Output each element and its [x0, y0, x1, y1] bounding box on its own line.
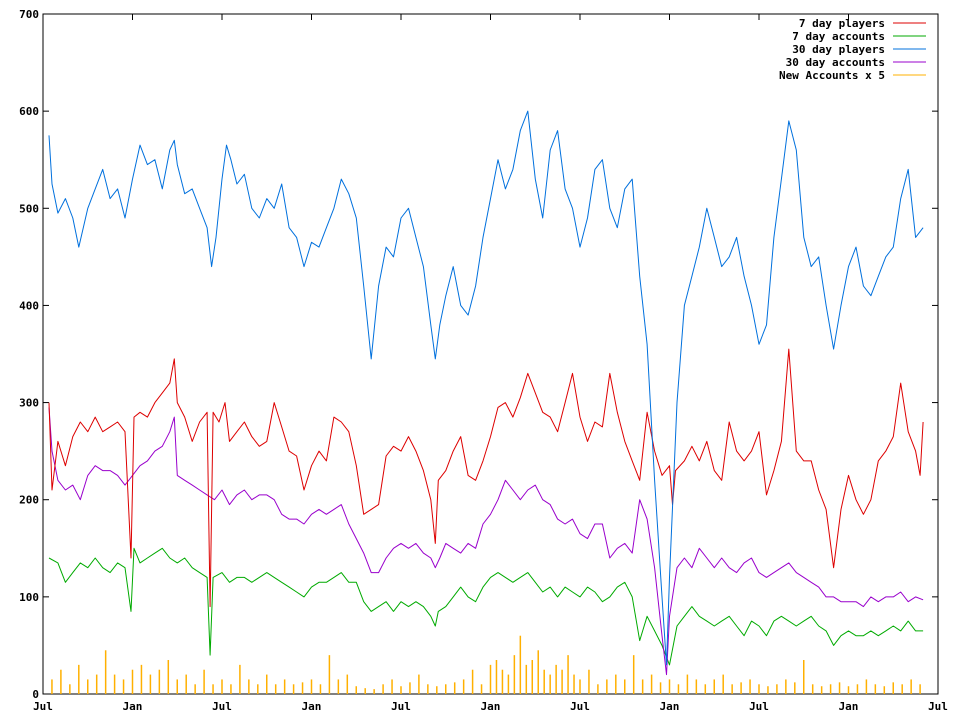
y-tick-label: 0 — [32, 688, 39, 701]
x-tick-label: Jul — [33, 700, 53, 713]
y-tick-label: 700 — [19, 8, 39, 21]
y-tick-label: 200 — [19, 494, 39, 507]
7-day-accounts-series — [48, 547, 924, 666]
x-tick-label: Jan — [839, 700, 859, 713]
legend-label: 30 day accounts — [786, 56, 885, 69]
series-layer — [48, 110, 924, 694]
y-tick-label: 400 — [19, 299, 39, 312]
x-tick-label: Jan — [123, 700, 143, 713]
y-tick-label: 500 — [19, 202, 39, 215]
30-day-players-series — [48, 110, 924, 666]
x-tick-label: Jul — [749, 700, 769, 713]
legend-label: New Accounts x 5 — [779, 69, 885, 82]
plot-frame — [42, 13, 939, 695]
y-axis: 0 100 200 300 400 500 600 700 — [19, 8, 938, 701]
x-axis: Jul Jan Jul Jan Jul Jan Jul Jan Jul Jan Jul — [33, 14, 948, 713]
new-accounts-x-5-series — [51, 635, 921, 694]
x-tick-label: Jul — [928, 700, 948, 713]
legend-label: 30 day players — [792, 43, 885, 56]
legend-label: 7 day accounts — [792, 30, 885, 43]
x-tick-label: Jan — [302, 700, 322, 713]
x-tick-label: Jul — [212, 700, 232, 713]
x-tick-label: Jan — [660, 700, 680, 713]
y-tick-label: 100 — [19, 591, 39, 604]
x-tick-label: Jan — [481, 700, 501, 713]
x-tick-label: Jul — [570, 700, 590, 713]
7-day-players-series — [48, 348, 924, 608]
x-tick-label: Jul — [391, 700, 411, 713]
legend-label: 7 day players — [799, 17, 885, 30]
y-tick-label: 600 — [19, 105, 39, 118]
30-day-accounts-series — [48, 407, 924, 676]
y-tick-label: 300 — [19, 397, 39, 410]
